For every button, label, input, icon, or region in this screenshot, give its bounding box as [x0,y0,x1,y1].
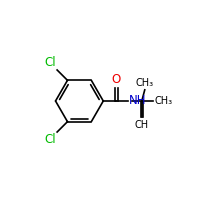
Text: Cl: Cl [45,133,56,146]
Text: CH₃: CH₃ [154,96,172,106]
Text: NH: NH [129,95,146,108]
Text: Cl: Cl [45,56,56,69]
Text: O: O [112,73,121,86]
Text: CH: CH [135,120,149,130]
Text: CH₃: CH₃ [136,78,154,88]
